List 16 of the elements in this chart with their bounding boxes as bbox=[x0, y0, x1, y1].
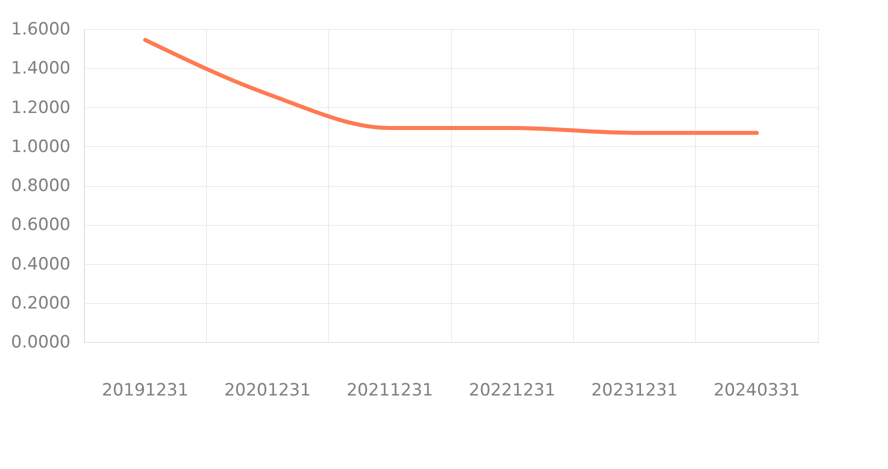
x-tick-label: 20191231 bbox=[102, 380, 188, 400]
y-tick-label: 1.4000 bbox=[11, 58, 70, 79]
y-tick-label: 0.8000 bbox=[11, 176, 70, 196]
x-tick-label: 20201231 bbox=[224, 380, 311, 400]
y-tick-label: 0.0000 bbox=[11, 332, 70, 352]
x-tick-label: 20231231 bbox=[591, 380, 678, 400]
y-tick-label: 1.6000 bbox=[11, 20, 70, 40]
y-tick-label: 0.2000 bbox=[11, 293, 70, 314]
x-tick-label: 20221231 bbox=[468, 380, 556, 400]
y-tick-label: 0.4000 bbox=[11, 254, 70, 274]
line-series bbox=[143, 38, 759, 135]
y-tick-label: 0.6000 bbox=[11, 215, 70, 236]
x-tick-label: 20211231 bbox=[346, 380, 434, 400]
x-tick-label: 20240331 bbox=[714, 380, 800, 400]
y-tick-label: 1.0000 bbox=[11, 136, 70, 157]
y-tick-label: 1.2000 bbox=[11, 98, 70, 118]
